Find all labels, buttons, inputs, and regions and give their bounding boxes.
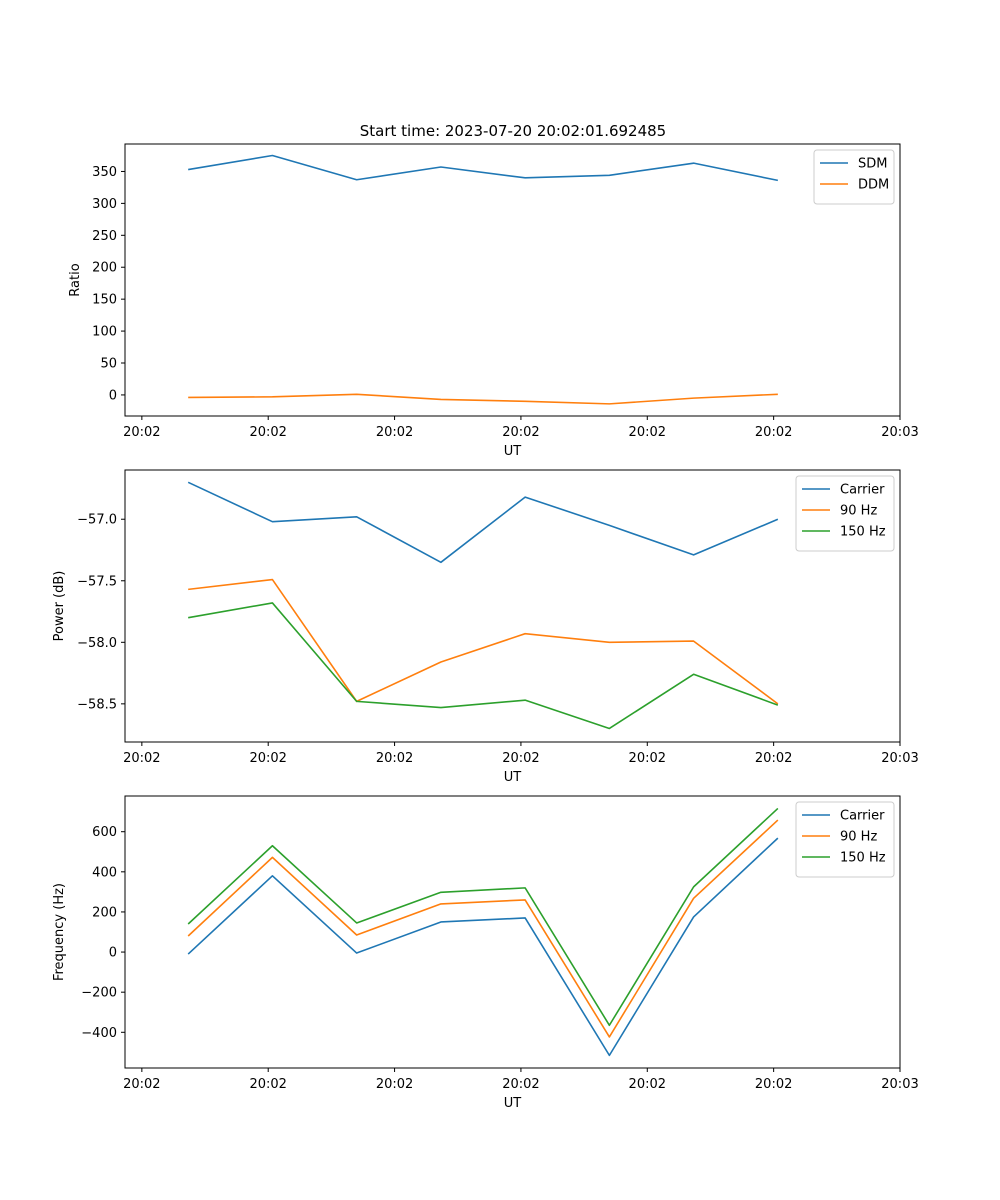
x-tick-label: 20:02 bbox=[502, 1077, 539, 1092]
y-tick-label: 200 bbox=[92, 905, 117, 920]
x-tick-label: 20:02 bbox=[123, 751, 160, 766]
legend-label: Carrier bbox=[840, 809, 885, 824]
x-tick-label: 20:03 bbox=[881, 1077, 918, 1092]
y-tick-label: −58.5 bbox=[77, 697, 117, 712]
x-tick-label: 20:02 bbox=[123, 1077, 160, 1092]
x-tick-label: 20:02 bbox=[502, 751, 539, 766]
x-tick-label: 20:02 bbox=[755, 751, 792, 766]
legend-label: 90 Hz bbox=[840, 504, 877, 519]
x-axis-label: UT bbox=[504, 770, 522, 785]
legend: SDM DDM bbox=[813, 149, 895, 205]
x-tick-label: 20:02 bbox=[249, 425, 286, 440]
series-line-90-hz bbox=[188, 578, 779, 705]
y-axis-label: Frequency (Hz) bbox=[52, 883, 67, 981]
axes-frame bbox=[124, 795, 901, 1069]
y-tick-label: 250 bbox=[92, 229, 117, 244]
x-axis-label: UT bbox=[504, 444, 522, 459]
legend-box bbox=[795, 475, 895, 552]
x-tick-label: 20:02 bbox=[755, 425, 792, 440]
series-line-carrier bbox=[187, 481, 779, 564]
y-tick-label: −200 bbox=[81, 986, 117, 1001]
x-tick-label: 20:03 bbox=[881, 425, 918, 440]
x-tick-label: 20:02 bbox=[376, 1077, 413, 1092]
frequency-panel: 20:02 20:02 20:02 20:02 20:02 20:02 20:03 UT −40… bbox=[52, 795, 919, 1111]
x-tick-label: 20:02 bbox=[249, 751, 286, 766]
legend-label: 90 Hz bbox=[840, 830, 877, 845]
y-tick-label: 50 bbox=[100, 357, 117, 372]
y-axis-label: Power (dB) bbox=[52, 571, 67, 642]
x-tick-label: 20:02 bbox=[249, 1077, 286, 1092]
y-tick-label: 0 bbox=[109, 388, 117, 403]
y-tick-label: −57.5 bbox=[77, 574, 117, 589]
power-panel: 20:02 20:02 20:02 20:02 20:02 20:02 20:03 UT −58… bbox=[52, 469, 919, 785]
series-line-ddm bbox=[188, 393, 778, 405]
y-axis-label: Ratio bbox=[68, 263, 83, 296]
axes-frame bbox=[124, 469, 901, 743]
y-tick-label: 300 bbox=[92, 197, 117, 212]
x-tick-label: 20:02 bbox=[502, 425, 539, 440]
legend-label: DDM bbox=[858, 178, 889, 193]
x-tick-label: 20:02 bbox=[755, 1077, 792, 1092]
y-tick-label: 600 bbox=[92, 825, 117, 840]
x-tick-label: 20:02 bbox=[376, 425, 413, 440]
series-line-150-hz bbox=[188, 602, 779, 730]
x-tick-label: 20:02 bbox=[629, 425, 666, 440]
x-tick-label: 20:03 bbox=[881, 751, 918, 766]
y-tick-label: 150 bbox=[92, 293, 117, 308]
legend-label: 150 Hz bbox=[840, 525, 886, 540]
figure-title: Start time: 2023-07-20 20:02:01.692485 bbox=[360, 122, 666, 140]
axes-frame bbox=[124, 143, 901, 417]
y-tick-label: −58.0 bbox=[77, 636, 117, 651]
legend-label: Carrier bbox=[840, 483, 885, 498]
x-tick-label: 20:02 bbox=[376, 751, 413, 766]
legend-label: SDM bbox=[858, 157, 887, 172]
y-tick-label: 200 bbox=[92, 261, 117, 276]
series-line-carrier bbox=[187, 837, 779, 1057]
y-tick-label: 350 bbox=[92, 165, 117, 180]
legend-label: 150 Hz bbox=[840, 851, 886, 866]
y-tick-label: 0 bbox=[109, 946, 117, 961]
ratio-panel: 20:02 20:02 20:02 20:02 20:02 20:02 20:03 UT 0 50… bbox=[68, 143, 919, 459]
y-tick-label: −57.0 bbox=[77, 513, 117, 528]
y-tick-label: −400 bbox=[81, 1026, 117, 1041]
series-line-90-hz bbox=[187, 819, 779, 1038]
legend: Carrier 90 Hz 150 Hz bbox=[795, 475, 895, 552]
y-tick-label: 100 bbox=[92, 325, 117, 340]
x-tick-label: 20:02 bbox=[123, 425, 160, 440]
x-tick-label: 20:02 bbox=[629, 1077, 666, 1092]
legend: Carrier 90 Hz 150 Hz bbox=[795, 801, 895, 878]
y-tick-label: 400 bbox=[92, 865, 117, 880]
x-tick-label: 20:02 bbox=[629, 751, 666, 766]
series-line-150-hz bbox=[187, 807, 779, 1027]
x-axis-label: UT bbox=[504, 1096, 522, 1111]
legend-box bbox=[795, 801, 895, 878]
series-line-sdm bbox=[188, 154, 779, 182]
